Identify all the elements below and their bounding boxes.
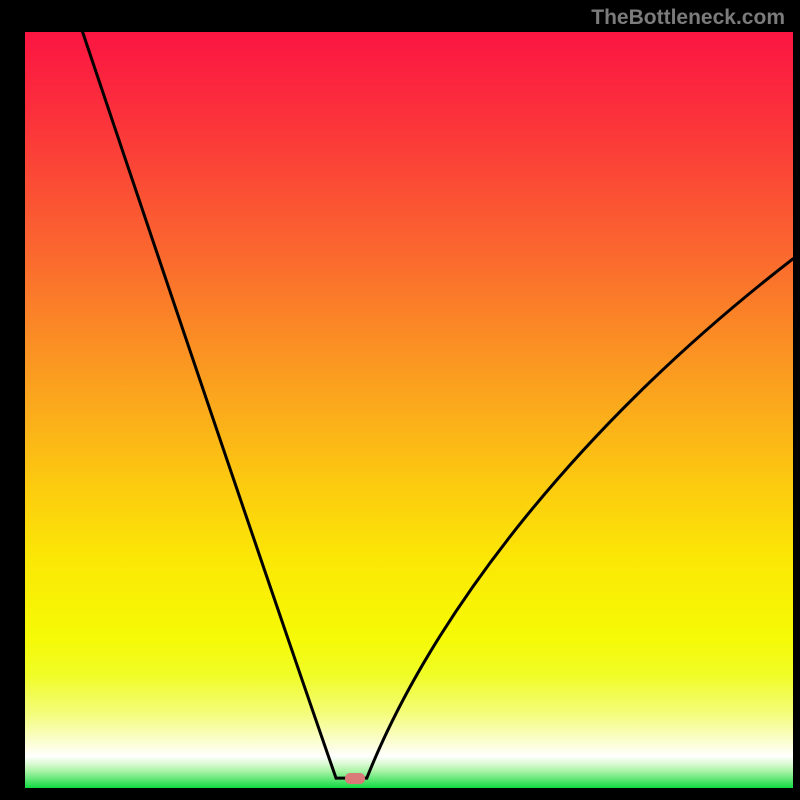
- bottleneck-chart: TheBottleneck.com: [0, 0, 800, 800]
- bottleneck-curve: [0, 0, 800, 800]
- watermark-text: TheBottleneck.com: [591, 6, 785, 30]
- optimal-point-marker: [345, 773, 365, 784]
